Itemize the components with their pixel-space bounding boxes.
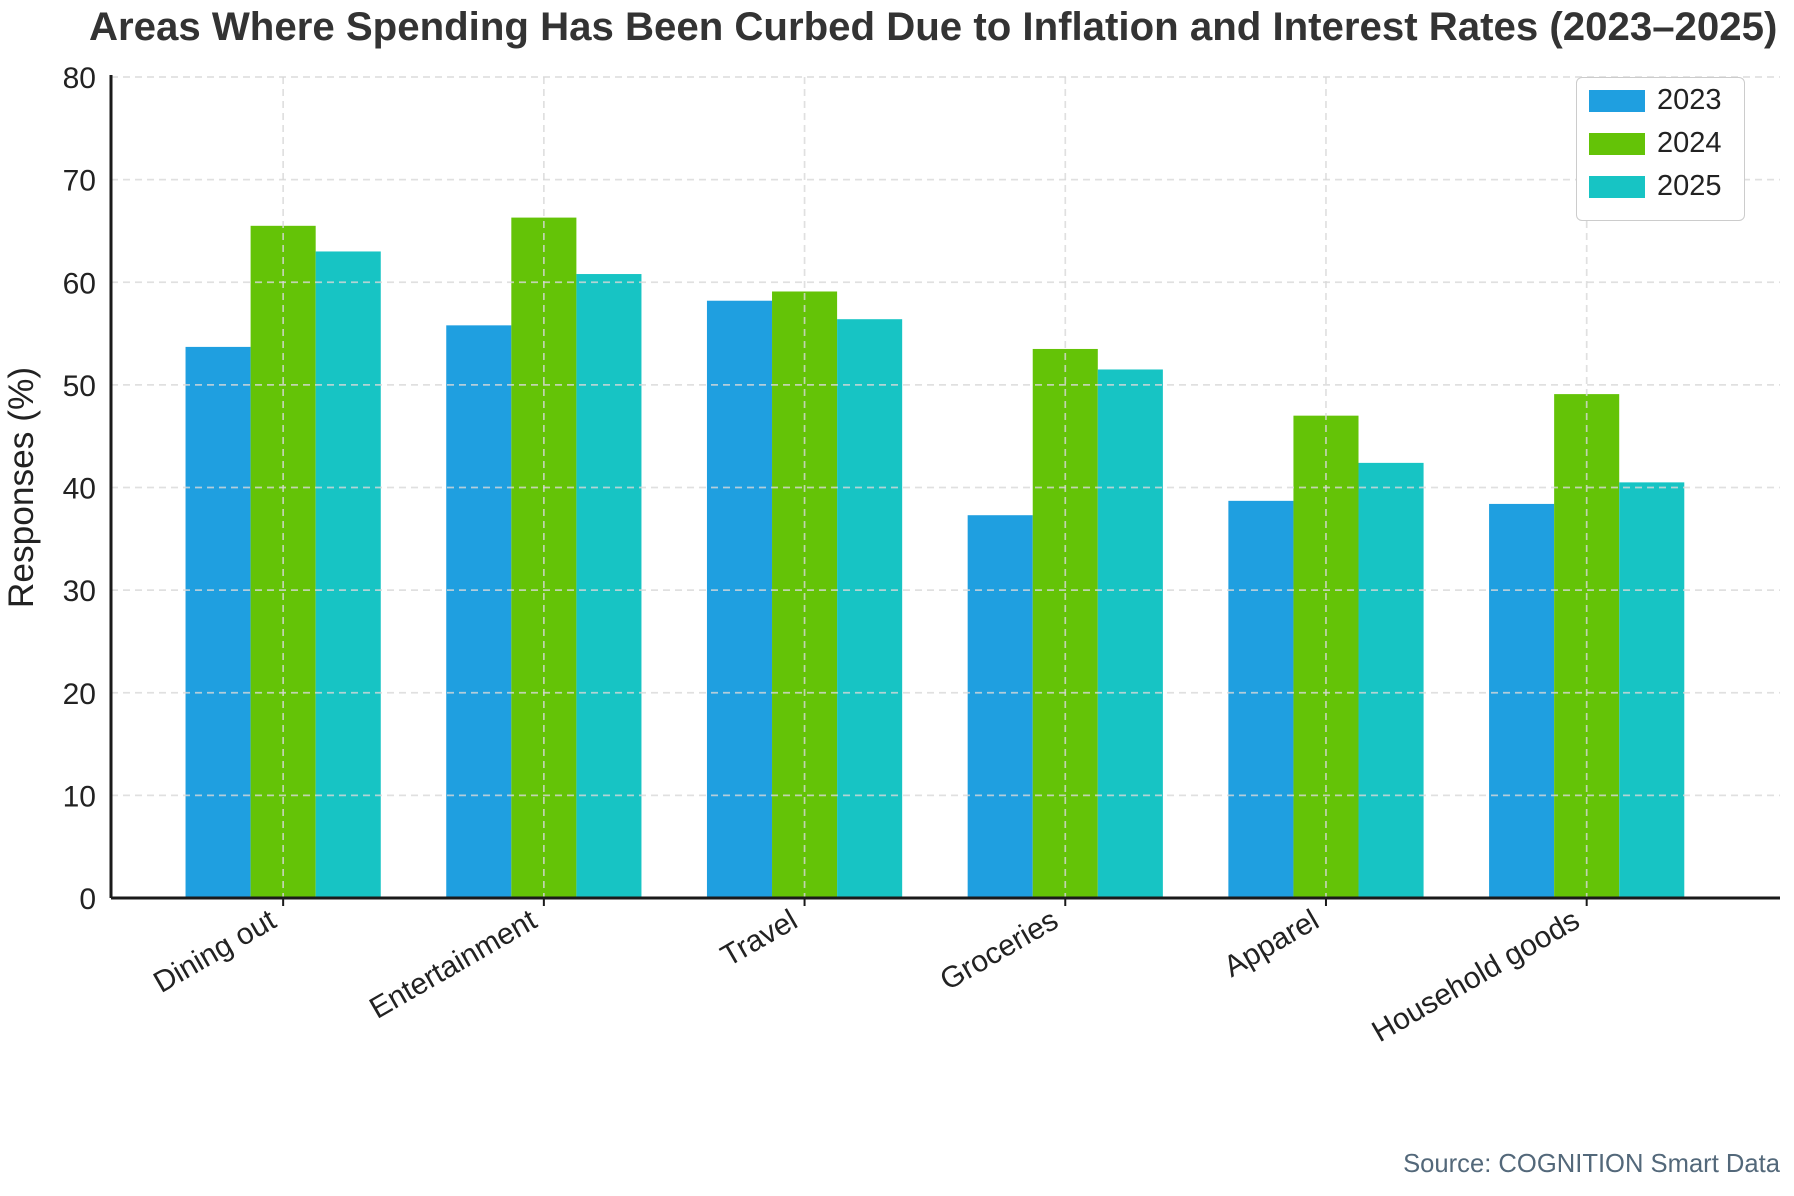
svg-text:50: 50: [63, 370, 96, 403]
svg-text:Household goods: Household goods: [1366, 903, 1585, 1048]
svg-text:20: 20: [63, 678, 96, 711]
svg-text:40: 40: [63, 473, 96, 506]
svg-text:Source: COGNITION Smart Data: Source: COGNITION Smart Data: [1403, 1150, 1781, 1178]
svg-text:10: 10: [63, 780, 96, 813]
svg-text:Areas Where Spending Has Been: Areas Where Spending Has Been Curbed Due…: [89, 4, 1777, 49]
svg-text:60: 60: [63, 267, 96, 300]
svg-text:30: 30: [63, 575, 96, 608]
svg-text:Apparel: Apparel: [1218, 903, 1324, 983]
svg-text:70: 70: [63, 165, 96, 198]
svg-text:0: 0: [79, 883, 96, 916]
svg-text:Dining out: Dining out: [148, 903, 282, 999]
svg-text:Groceries: Groceries: [935, 903, 1064, 997]
svg-text:Entertainment: Entertainment: [364, 903, 543, 1025]
svg-text:Travel: Travel: [715, 903, 803, 973]
svg-text:80: 80: [63, 62, 96, 95]
svg-text:Responses (%): Responses (%): [2, 367, 41, 608]
